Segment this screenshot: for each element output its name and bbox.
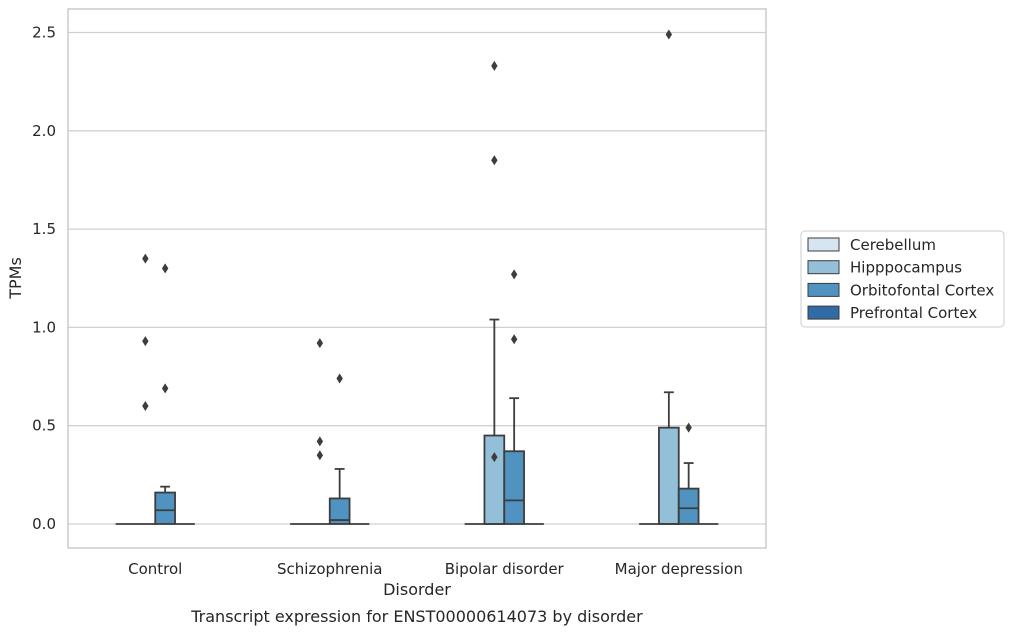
plot-frame <box>67 8 767 549</box>
y-tick-label: 1.5 <box>32 220 56 238</box>
outlier-point <box>142 253 149 264</box>
legend-frame <box>800 230 1005 328</box>
outlier-point <box>316 450 324 461</box>
outlier-point <box>161 383 169 394</box>
outlier-point <box>161 263 169 274</box>
outlier-point <box>142 336 149 347</box>
box-group <box>639 29 719 525</box>
outlier-point <box>336 373 343 384</box>
box-groups <box>115 29 719 525</box>
y-tick-label: 0.5 <box>32 417 56 435</box>
box <box>658 426 680 525</box>
y-tick-label: 2.5 <box>32 24 56 42</box>
legend: Cerebellum Hipppocampus Orbitofontal Corte… <box>800 230 1005 328</box>
box <box>328 497 351 525</box>
box <box>503 450 525 525</box>
outlier-point <box>510 334 518 345</box>
outlier-point <box>142 401 149 412</box>
x-axis-label: Disorder <box>383 580 451 599</box>
outlier-point <box>491 155 498 166</box>
y-tick-labels: 0.0 0.5 1.0 1.5 2.0 2.5 <box>32 24 56 534</box>
box <box>677 487 700 525</box>
chart-caption: Transcript expression for ENST0000061407… <box>190 607 643 626</box>
legend-swatch <box>807 282 840 297</box>
x-tick-labels: Control Schizophrenia Bipolar disorder Majo… <box>128 560 743 578</box>
box-group <box>115 253 195 525</box>
outlier-point <box>316 338 324 349</box>
legend-label: Cerebellum <box>850 236 936 254</box>
box <box>154 491 176 525</box>
x-tick-label: Major depression <box>615 560 743 578</box>
outlier-point <box>316 436 324 447</box>
x-tick-label: Control <box>128 560 182 578</box>
y-axis-label: TPMs <box>6 257 25 300</box>
legend-swatch <box>807 305 840 320</box>
outlier-point <box>510 269 518 280</box>
outlier-point <box>491 60 498 71</box>
x-tick-label: Bipolar disorder <box>445 560 565 578</box>
box <box>483 434 506 525</box>
legend-label: Hipppocampus <box>850 259 962 277</box>
legend-swatch <box>807 237 840 252</box>
outlier-point <box>491 452 498 463</box>
outlier-point <box>665 29 673 40</box>
x-tick-label: Schizophrenia <box>277 560 382 578</box>
legend-label: Prefrontal Cortex <box>850 304 977 322</box>
y-tick-label: 1.0 <box>32 318 56 336</box>
box-group <box>464 60 544 525</box>
y-tick-label: 0.0 <box>32 515 56 533</box>
y-tick-label: 2.0 <box>32 122 56 140</box>
legend-swatch <box>807 260 840 275</box>
legend-label: Orbitofontal Cortex <box>850 281 994 299</box>
box-group <box>290 338 370 525</box>
outlier-point <box>685 422 692 433</box>
